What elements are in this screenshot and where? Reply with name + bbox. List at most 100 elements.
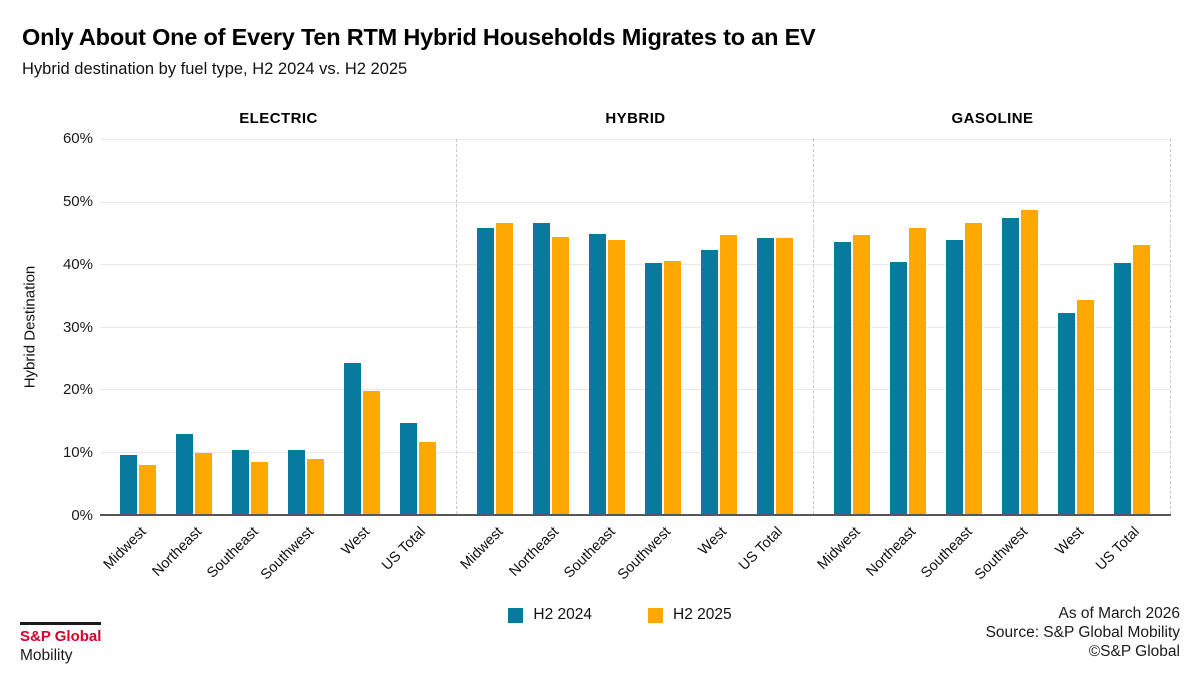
bar-h2-2025 bbox=[1077, 299, 1094, 514]
y-tick-label: 20% bbox=[62, 381, 93, 399]
panel-electric: Midwest Northeast Southeast Southwest West US… bbox=[100, 139, 457, 583]
panel-hybrid: Midwest Northeast Southeast Southwest West US… bbox=[457, 139, 814, 583]
as-of-date: As of March 2026 bbox=[1058, 605, 1180, 622]
bar-h2-2024 bbox=[288, 450, 305, 514]
bar-group: US Total bbox=[379, 139, 446, 574]
bar-group: US Total bbox=[736, 139, 803, 574]
x-axis-label: Southwest bbox=[615, 524, 675, 584]
x-axis-label: US Total bbox=[736, 524, 787, 574]
chart-title: Only About One of Every Ten RTM Hybrid H… bbox=[22, 24, 816, 50]
bar-h2-2024 bbox=[645, 262, 662, 514]
y-tick-label: 40% bbox=[62, 255, 93, 273]
bar-h2-2025 bbox=[195, 452, 212, 514]
gridline bbox=[100, 201, 1171, 203]
y-tick-label: 0% bbox=[71, 507, 93, 524]
bar-h2-2025 bbox=[307, 459, 324, 514]
bar-h2-2024 bbox=[477, 227, 494, 514]
bar-h2-2025 bbox=[139, 464, 156, 514]
bar-h2-2024 bbox=[232, 450, 249, 514]
bar-group: Midwest bbox=[457, 139, 523, 573]
gridline bbox=[100, 389, 1171, 390]
bar-h2-2024 bbox=[589, 234, 606, 514]
x-axis-label: Southeast bbox=[560, 524, 619, 582]
bar-h2-2024 bbox=[533, 223, 550, 514]
bar-h2-2025 bbox=[776, 238, 793, 514]
bar-h2-2025 bbox=[363, 390, 380, 514]
sp-global-mobility-logo: S&P Global Mobility bbox=[20, 622, 102, 665]
bar-panels: Midwest Northeast Southeast Southwest West US… bbox=[100, 139, 1171, 583]
panel-title-hybrid: HYBRID bbox=[605, 110, 666, 127]
bar-h2-2024 bbox=[701, 250, 718, 514]
bar-group: US Total bbox=[1093, 139, 1160, 574]
x-axis-label: Southeast bbox=[203, 524, 262, 582]
bar-h2-2025 bbox=[552, 237, 569, 514]
x-axis-label: Southwest bbox=[258, 524, 318, 584]
panel-title-gasoline: GASOLINE bbox=[951, 110, 1034, 127]
bar-h2-2024 bbox=[757, 238, 774, 514]
gridlines bbox=[100, 139, 1171, 514]
y-axis-title: Hybrid Destination bbox=[21, 265, 39, 389]
bar-group: Southeast bbox=[918, 139, 992, 581]
bar-h2-2025 bbox=[1021, 210, 1038, 514]
x-axis-label: West bbox=[695, 524, 731, 559]
bar-h2-2025 bbox=[496, 223, 513, 514]
legend-item-h2-2025: H2 2025 bbox=[648, 606, 732, 624]
bar-h2-2025 bbox=[1133, 245, 1150, 514]
bar-h2-2024 bbox=[834, 242, 851, 514]
y-axis-ticks: 60% 50% 40% 30% 20% 10% 0% bbox=[0, 130, 93, 524]
y-tick-label: 30% bbox=[62, 318, 93, 336]
x-axis-label: Southwest bbox=[972, 524, 1032, 584]
source-line: Source: S&P Global Mobility bbox=[985, 624, 1180, 641]
gridline bbox=[100, 264, 1171, 265]
footer-notes: As of March 2026 Source: S&P Global Mobi… bbox=[986, 604, 1180, 661]
x-axis-label: US Total bbox=[379, 524, 430, 574]
x-axis-label: Southeast bbox=[917, 524, 976, 582]
gridline bbox=[100, 139, 1171, 140]
bar-group: Northeast bbox=[864, 139, 936, 580]
y-tick-label: 60% bbox=[62, 130, 93, 147]
legend-swatch-h2-2024 bbox=[508, 607, 524, 623]
y-tick-label: 50% bbox=[62, 192, 93, 210]
bar-h2-2024 bbox=[946, 239, 963, 514]
y-tick-label: 10% bbox=[62, 444, 93, 462]
x-axis-label: West bbox=[1052, 524, 1088, 559]
bar-group: Southeast bbox=[561, 139, 635, 581]
bar-group: Midwest bbox=[814, 139, 880, 573]
chart-subtitle: Hybrid destination by fuel type, H2 2024… bbox=[22, 60, 408, 78]
logo-text-sp-global: S&P Global bbox=[20, 622, 102, 645]
x-axis-label: US Total bbox=[1093, 524, 1144, 574]
bar-group: Southwest bbox=[258, 139, 334, 583]
x-axis-label: Midwest bbox=[814, 524, 864, 573]
bar-h2-2024 bbox=[120, 454, 137, 514]
x-axis-label: Midwest bbox=[100, 524, 150, 573]
bar-h2-2025 bbox=[664, 260, 681, 514]
bar-group: Southwest bbox=[972, 139, 1048, 583]
bar-group: Northeast bbox=[150, 139, 222, 580]
legend-label: H2 2024 bbox=[533, 606, 592, 623]
bar-group: West bbox=[1048, 139, 1104, 558]
x-axis-label: West bbox=[338, 524, 374, 559]
bar-h2-2024 bbox=[1114, 262, 1131, 514]
bar-h2-2025 bbox=[965, 223, 982, 514]
bar-h2-2025 bbox=[608, 239, 625, 514]
bar-h2-2024 bbox=[344, 362, 361, 514]
bar-group: Midwest bbox=[100, 139, 166, 573]
bar-h2-2025 bbox=[251, 461, 268, 514]
panel-titles-row: ELECTRIC HYBRID GASOLINE bbox=[100, 110, 1171, 127]
legend-label: H2 2025 bbox=[673, 606, 732, 623]
bar-group: Southeast bbox=[204, 139, 278, 581]
bar-h2-2025 bbox=[419, 441, 436, 514]
bar-h2-2024 bbox=[400, 422, 417, 514]
bar-group: West bbox=[334, 139, 390, 558]
bar-h2-2024 bbox=[176, 434, 193, 514]
copyright-line: ©S&P Global bbox=[1088, 643, 1180, 660]
gridline bbox=[100, 326, 1171, 328]
x-axis-label: Northeast bbox=[149, 524, 206, 580]
bar-h2-2025 bbox=[909, 227, 926, 514]
logo-text-mobility: Mobility bbox=[20, 647, 73, 664]
legend-item-h2-2024: H2 2024 bbox=[508, 606, 592, 624]
bar-group: Southwest bbox=[615, 139, 691, 583]
panel-gasoline: Midwest Northeast Southeast Southwest West US… bbox=[814, 139, 1171, 583]
x-axis-label: Northeast bbox=[506, 524, 563, 580]
